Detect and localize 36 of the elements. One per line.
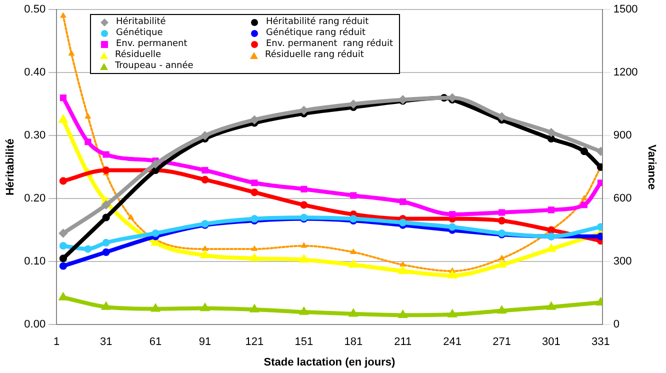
x-tick-label: 151 xyxy=(294,336,314,348)
legend-label: Résiduelle xyxy=(115,50,162,60)
y2-tick-label: 900 xyxy=(613,130,632,142)
legend-label: Troupeau - année xyxy=(115,61,194,71)
legend-label: Résiduelle rang réduit xyxy=(265,50,364,60)
x-axis-title: Stade lactation (en jours) xyxy=(264,356,396,368)
x-tick-label: 301 xyxy=(542,336,560,348)
y-tick-label: 0.10 xyxy=(24,256,46,268)
legend-label: Génétique rang réduit xyxy=(266,28,366,38)
y-tick-label: 0.20 xyxy=(24,192,46,205)
legend-label: Héritabilité rang réduit xyxy=(266,17,369,27)
y2-tick-label: 0 xyxy=(613,318,620,331)
y-tick-label: 0.30 xyxy=(24,130,46,142)
x-tick-label: 181 xyxy=(344,336,363,348)
y-tick-label: 0.40 xyxy=(24,66,46,79)
legend-label: Héritabilité xyxy=(116,17,166,27)
y-tick-label: 0.50 xyxy=(24,4,46,16)
legend-label: Env. permanent rang réduit xyxy=(266,39,393,49)
y2-tick-label: 1200 xyxy=(613,66,638,79)
legend-label: Génétique xyxy=(116,28,163,38)
y2-axis-title: Variance xyxy=(645,144,658,190)
x-tick-label: 91 xyxy=(198,336,212,348)
x-tick-label: 241 xyxy=(443,336,462,348)
legend-label: Env. permanent xyxy=(116,39,188,49)
y-axis-title: Héritabilité xyxy=(4,138,17,196)
x-tick-label: 121 xyxy=(245,336,264,348)
y2-tick-label: 600 xyxy=(613,192,632,205)
x-tick-label: 1 xyxy=(54,336,60,348)
x-tick-label: 331 xyxy=(592,336,610,348)
y-tick-label: 0.00 xyxy=(24,318,46,331)
x-tick-label: 31 xyxy=(100,336,112,348)
x-tick-label: 271 xyxy=(492,336,511,348)
x-tick-label: 61 xyxy=(149,336,162,348)
y2-tick-label: 300 xyxy=(613,256,632,268)
x-tick-label: 211 xyxy=(394,336,412,348)
y2-tick-label: 1500 xyxy=(613,4,638,16)
